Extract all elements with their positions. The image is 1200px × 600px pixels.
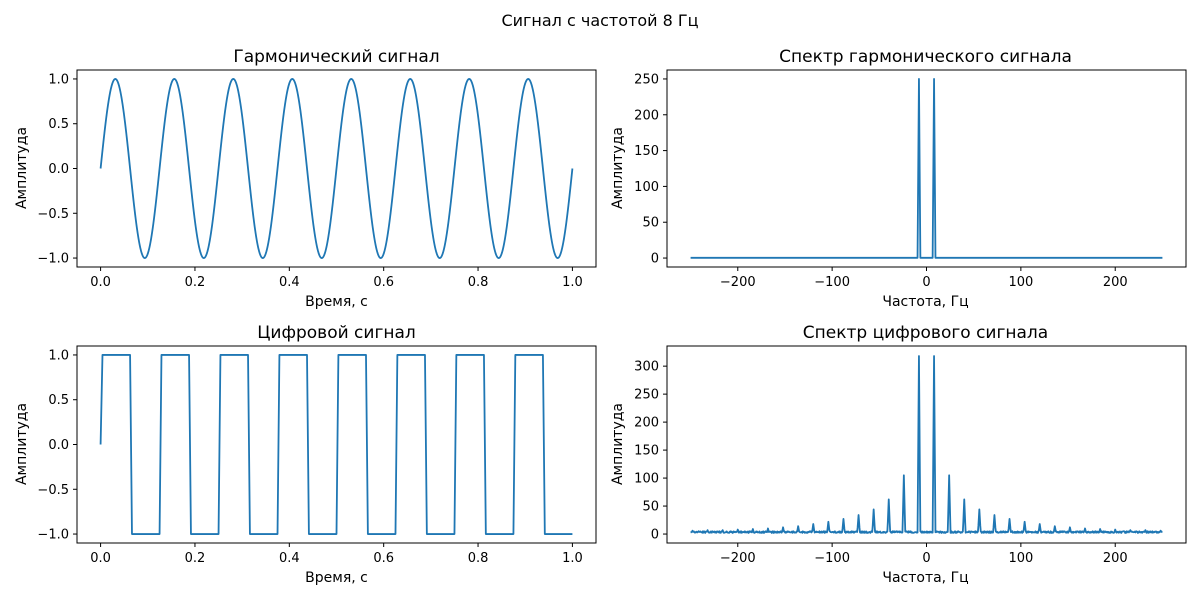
x-axis-label: Время, с (305, 294, 368, 310)
x-tick-label: 0 (922, 551, 930, 566)
y-tick-label: 0.0 (48, 162, 69, 177)
y-tick-label: 300 (634, 360, 659, 375)
y-tick-label: 0.0 (48, 438, 69, 453)
x-tick-label: 0.8 (468, 551, 489, 566)
x-tick-label: 100 (1008, 275, 1033, 290)
x-tick-label: 0.0 (90, 275, 111, 290)
x-tick-label: 0.4 (279, 275, 300, 290)
panel-title: Спектр цифрового сигнала (803, 323, 1048, 343)
y-tick-label: 0 (651, 528, 659, 543)
x-tick-label: −100 (814, 275, 850, 290)
y-tick-label: −1.0 (37, 252, 69, 267)
x-tick-label: 0.6 (373, 551, 394, 566)
x-axis-label: Частота, Гц (882, 294, 968, 310)
x-tick-label: 1.0 (562, 275, 583, 290)
y-tick-label: 150 (634, 144, 659, 159)
x-axis-label: Частота, Гц (882, 570, 968, 586)
y-tick-label: 50 (642, 500, 659, 515)
x-tick-label: 0.0 (90, 551, 111, 566)
series-line (690, 355, 1163, 534)
panel-title: Спектр гармонического сигнала (779, 47, 1072, 67)
y-tick-label: 1.0 (48, 348, 69, 363)
y-tick-label: 50 (642, 216, 659, 231)
x-tick-label: 0.2 (185, 275, 206, 290)
axes-frame (666, 69, 1187, 268)
x-tick-label: 200 (1103, 275, 1128, 290)
y-tick-label: 100 (634, 472, 659, 487)
x-tick-label: 200 (1103, 551, 1128, 566)
y-axis-label: Амплитуда (610, 403, 626, 485)
harmonic-signal-panel: Гармонический сигнал Время, с Амплитуда … (14, 47, 597, 310)
digital-spectrum-panel: Спектр цифрового сигнала Частота, Гц Амп… (610, 323, 1187, 586)
y-tick-label: −0.5 (37, 207, 69, 222)
x-tick-label: −100 (814, 551, 850, 566)
y-axis-label: Амплитуда (610, 127, 626, 209)
figure-title: Сигнал с частотой 8 Гц (501, 11, 698, 30)
x-tick-label: 1.0 (562, 551, 583, 566)
y-tick-label: 200 (634, 108, 659, 123)
series-line (99, 78, 574, 259)
x-tick-label: −200 (720, 551, 756, 566)
x-tick-label: 0.6 (373, 275, 394, 290)
axes-frame (666, 345, 1187, 544)
y-tick-label: −1.0 (37, 528, 69, 543)
digital-signal-panel: Цифровой сигнал Время, с Амплитуда 0.0 0.… (14, 323, 597, 586)
y-tick-label: 0 (651, 252, 659, 267)
y-tick-label: 0.5 (48, 393, 69, 408)
panel-title: Гармонический сигнал (233, 47, 439, 67)
y-axis-label: Амплитуда (14, 127, 30, 209)
y-tick-label: −0.5 (37, 483, 69, 498)
panel-title: Цифровой сигнал (257, 323, 416, 343)
harmonic-spectrum-panel: Спектр гармонического сигнала Частота, Г… (610, 47, 1187, 310)
x-tick-label: −200 (720, 275, 756, 290)
series-line (99, 354, 573, 535)
x-tick-label: 0.4 (279, 551, 300, 566)
x-tick-label: 0.8 (468, 275, 489, 290)
y-tick-label: 0.5 (48, 117, 69, 132)
y-tick-label: 200 (634, 416, 659, 431)
y-tick-label: 250 (634, 388, 659, 403)
y-tick-label: 250 (634, 72, 659, 87)
x-axis-label: Время, с (305, 570, 368, 586)
x-tick-label: 100 (1008, 551, 1033, 566)
y-tick-label: 1.0 (48, 72, 69, 87)
x-tick-label: 0 (922, 275, 930, 290)
y-axis-label: Амплитуда (14, 403, 30, 485)
series-line (690, 78, 1163, 259)
y-tick-label: 100 (634, 180, 659, 195)
x-tick-label: 0.2 (185, 551, 206, 566)
y-tick-label: 150 (634, 444, 659, 459)
